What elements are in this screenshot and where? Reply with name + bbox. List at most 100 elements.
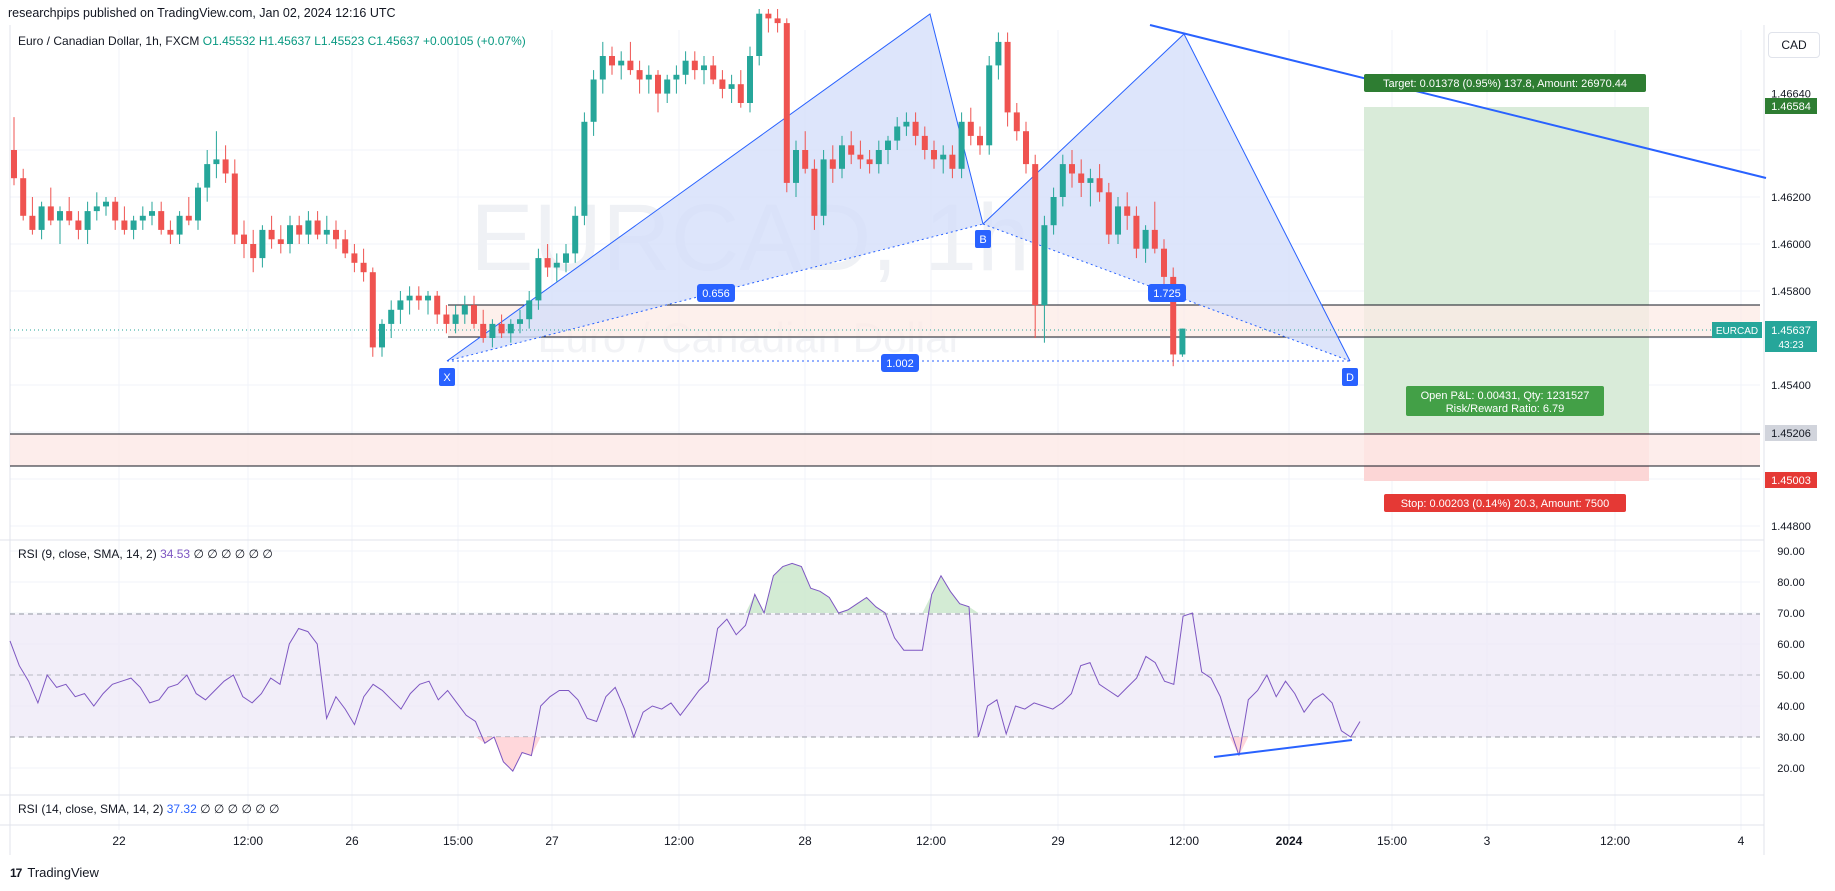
candle-body [480,323,487,338]
candles[interactable] [11,9,1186,367]
time-tick-label: 26 [345,834,359,848]
svg-text:43:23: 43:23 [1778,340,1803,351]
candle-body [563,253,569,263]
candle-body [894,126,901,141]
time-tick-label: 12:00 [916,834,946,848]
time-tick-label: 3 [1484,834,1491,848]
rsi9-value: 34.53 [160,547,191,561]
currency-button[interactable]: CAD [1768,32,1820,58]
target-label[interactable]: Target: 0.01378 (0.95%) 137.8, Amount: 2… [1364,74,1646,92]
candle-body [112,201,119,221]
candle-body [875,150,882,165]
ohlc-change: +0.00105 (+0.07%) [423,34,526,48]
rsi9-legend[interactable]: RSI (9, close, SMA, 14, 2) 34.53 ∅ ∅ ∅ ∅… [18,547,273,561]
rsi14-extra: ∅ ∅ ∅ ∅ ∅ ∅ [200,802,280,816]
candle-body [415,295,422,301]
candle-body [645,74,652,80]
candle-body [333,229,339,240]
rsi-divergence-line[interactable] [1213,739,1353,758]
take-profit-zone[interactable] [1364,107,1649,433]
candle-body [931,150,937,160]
ohlc-low: L1.45523 [314,34,365,48]
ratio-bd-label[interactable]: 1.725 [1148,284,1186,302]
svg-text:Open P&L: 0.00431, Qty: 123152: Open P&L: 0.00431, Qty: 1231527 [1421,390,1590,402]
pattern-triangle-bcd[interactable] [983,34,1350,361]
candle-body [452,314,459,324]
rsi-tick-label: 90.00 [1777,546,1805,558]
candle-body [314,220,321,235]
candle-body [231,173,238,235]
candle-body [471,305,477,324]
resistance-zone[interactable] [448,305,1760,337]
candle-body [609,56,615,66]
stop-label[interactable]: Stop: 0.00203 (0.14%) 20.3, Amount: 7500 [1384,494,1626,512]
rsi-oversold-fill [475,737,1249,772]
price-axis[interactable]: 1.46640 1.46200 1.46000 1.45800 1.45400 1.448… [1771,89,1811,533]
candle-body [1161,248,1167,277]
candle-body [1013,112,1020,132]
pattern-triangle-xab[interactable] [447,14,983,361]
ratio-xb-label[interactable]: 0.656 [697,284,735,302]
svg-text:D: D [1346,372,1354,384]
candle-body [682,60,689,75]
candle-body [829,159,836,169]
svg-text:0.656: 0.656 [702,288,730,300]
ratio-xd-label[interactable]: 1.002 [881,354,919,372]
candle-body [323,229,330,235]
candle-body [38,206,45,230]
candle-body [655,74,661,94]
candle-body [204,164,211,188]
candle-body [756,13,763,56]
candle-body [572,215,579,254]
candle-body [1050,197,1057,226]
candle-body [1124,206,1131,216]
rsi-tick-label: 80.00 [1777,577,1805,589]
candle-body [958,121,965,169]
candle-body [1059,164,1066,197]
ohlc-close: C1.45637 [367,34,420,48]
svg-text:Target: 0.01378 (0.95%) 137.8,: Target: 0.01378 (0.95%) 137.8, Amount: 2… [1383,78,1627,90]
candle-body [995,41,1002,66]
pnl-label[interactable]: Open P&L: 0.00431, Qty: 1231527 Risk/Rew… [1406,386,1604,416]
point-x-label[interactable]: X [439,368,455,386]
candle-body [747,56,753,103]
tradingview-footer[interactable]: 17 TradingView [10,865,99,880]
candle-body [75,220,82,230]
point-b-label[interactable]: B [975,230,991,248]
candle-body [802,150,809,169]
candle-body [57,211,63,221]
candle-body [618,60,625,66]
candle-body [544,258,551,268]
point-d-label[interactable]: D [1342,368,1358,386]
time-tick-label: 22 [112,834,126,848]
candle-body [553,262,560,268]
time-tick-label: 12:00 [233,834,263,848]
sl-price-tag: 1.45003 [1765,472,1817,488]
rsi-axis[interactable]: 90.00 80.00 70.00 60.00 50.00 40.00 30.00 20.00 [1777,546,1805,775]
tradingview-logo-icon: 17 [10,865,22,880]
time-axis[interactable]: 22 12:00 26 15:00 27 12:00 28 12:00 29 12:00 2024 1… [112,834,1744,848]
candle-body [1023,131,1029,165]
ohlc-high: H1.45637 [258,34,311,48]
candle-body [11,150,17,179]
rsi14-legend[interactable]: RSI (14, close, SMA, 14, 2) 37.32 ∅ ∅ ∅ … [18,802,280,816]
time-tick-label: 28 [798,834,812,848]
rsi-line[interactable] [9,562,1361,772]
candle-body [47,206,54,221]
symbol-name[interactable]: Euro / Canadian Dollar, 1h, FXCM [18,34,200,48]
candle-body [20,178,27,216]
svg-text:1.45003: 1.45003 [1771,475,1811,487]
candle-body [498,323,505,334]
candle-body [139,215,146,221]
descending-trendline[interactable] [1149,24,1767,179]
candle-body [379,323,385,348]
candle-body [535,258,542,301]
candle-body [1004,41,1011,113]
candle-body [185,215,192,221]
candle-body [195,187,201,221]
candle-body [360,262,367,273]
svg-text:1.002: 1.002 [886,358,914,370]
candle-body [636,70,643,80]
support-zone[interactable] [10,434,1760,466]
